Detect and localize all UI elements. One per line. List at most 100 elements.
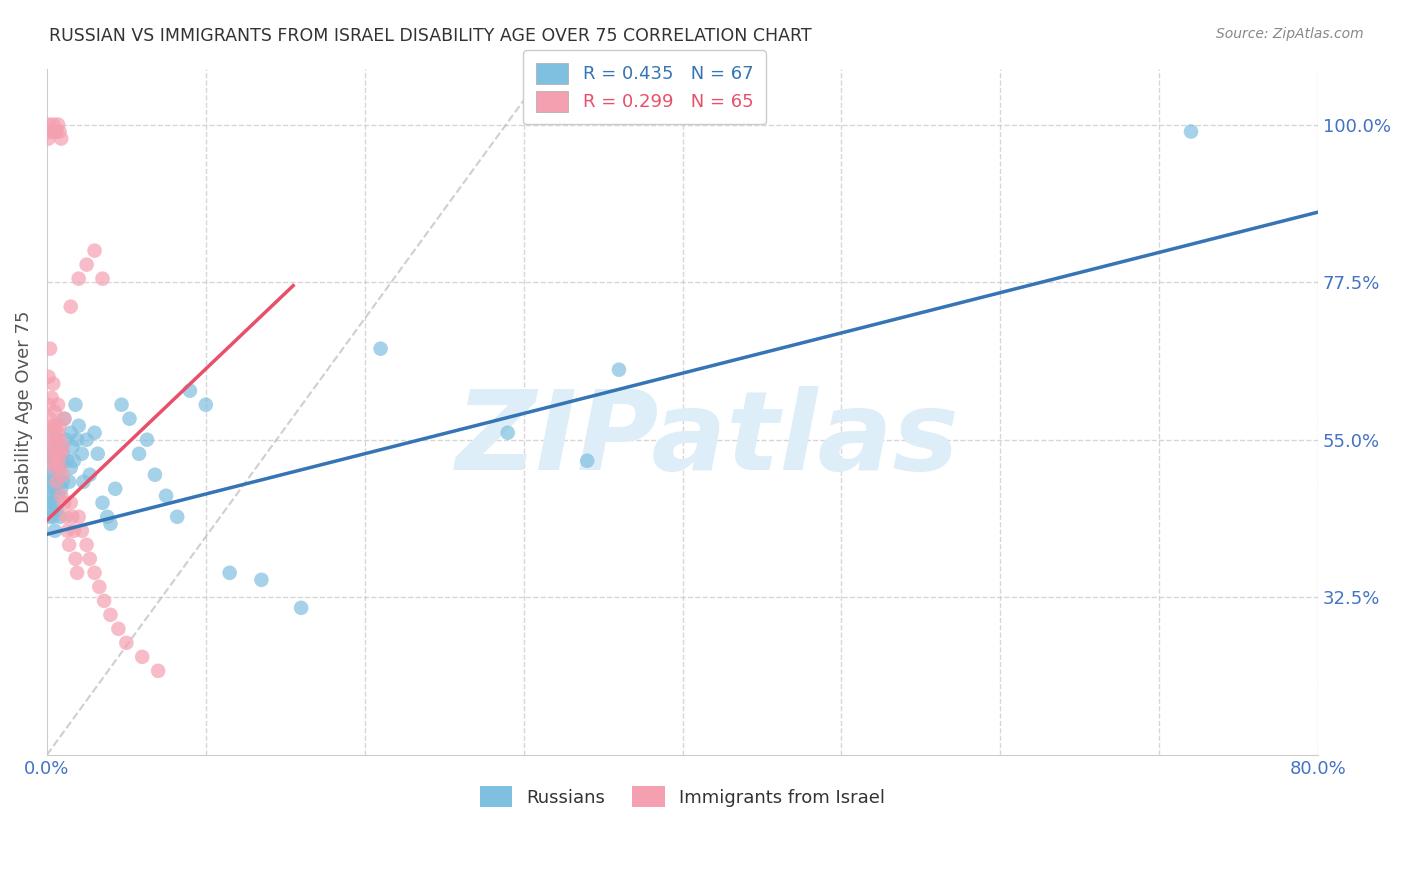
Point [44, 124, 66, 138]
Point [41, 454, 63, 468]
Text: ZIPatlas: ZIPatlas [456, 385, 960, 492]
Point [46, 460, 69, 475]
Point [59, 425, 82, 440]
Point [44, 418, 66, 433]
Point [45, 124, 67, 138]
Point [41, 447, 63, 461]
Point [83, 425, 105, 440]
Point [48, 467, 70, 482]
Point [115, 636, 138, 650]
Point [45, 447, 67, 461]
Point [67, 509, 90, 524]
Point [70, 447, 93, 461]
Point [41, 502, 63, 516]
Point [60, 509, 83, 524]
Point [42, 496, 65, 510]
Point [65, 551, 87, 566]
Point [59, 460, 82, 475]
Point [91, 271, 114, 285]
Point [65, 398, 87, 412]
Point [370, 342, 392, 356]
Point [37, 131, 59, 145]
Point [55, 509, 77, 524]
Point [58, 475, 80, 489]
Point [1180, 124, 1202, 138]
Point [128, 447, 150, 461]
Point [52, 475, 75, 489]
Point [290, 600, 312, 615]
Point [110, 398, 132, 412]
Point [607, 362, 630, 376]
Point [51, 447, 73, 461]
Point [70, 524, 93, 538]
Point [39, 482, 62, 496]
Point [155, 489, 177, 503]
Point [93, 594, 115, 608]
Point [39, 342, 62, 356]
Point [41, 124, 63, 138]
Point [58, 538, 80, 552]
Point [42, 467, 65, 482]
Point [104, 482, 127, 496]
Point [250, 573, 273, 587]
Point [60, 440, 83, 454]
Point [42, 509, 65, 524]
Point [42, 418, 65, 433]
Point [42, 447, 65, 461]
Point [76, 538, 98, 552]
Point [45, 433, 67, 447]
Point [48, 124, 70, 138]
Point [41, 475, 63, 489]
Point [46, 118, 69, 132]
Point [166, 509, 188, 524]
Point [37, 425, 59, 440]
Point [37, 467, 59, 482]
Point [100, 607, 122, 622]
Point [53, 496, 76, 510]
Point [46, 398, 69, 412]
Point [39, 411, 62, 425]
Point [89, 580, 111, 594]
Point [48, 440, 70, 454]
Point [107, 622, 129, 636]
Point [46, 425, 69, 440]
Legend: Russians, Immigrants from Israel: Russians, Immigrants from Israel [472, 780, 893, 814]
Point [56, 524, 79, 538]
Point [66, 433, 89, 447]
Point [100, 516, 122, 531]
Point [39, 509, 62, 524]
Point [72, 475, 94, 489]
Point [55, 433, 77, 447]
Point [45, 475, 67, 489]
Point [39, 124, 62, 138]
Point [44, 454, 66, 468]
Point [67, 271, 90, 285]
Point [67, 418, 90, 433]
Point [48, 433, 70, 447]
Point [496, 425, 519, 440]
Point [37, 398, 59, 412]
Point [37, 369, 59, 384]
Point [53, 411, 76, 425]
Point [48, 460, 70, 475]
Point [79, 467, 101, 482]
Point [46, 454, 69, 468]
Point [146, 664, 169, 678]
Point [44, 524, 66, 538]
Point [39, 440, 62, 454]
Point [51, 482, 73, 496]
Point [179, 384, 201, 398]
Point [118, 411, 141, 425]
Point [83, 244, 105, 258]
Point [45, 502, 67, 516]
Point [37, 496, 59, 510]
Point [59, 496, 82, 510]
Point [87, 447, 110, 461]
Point [63, 524, 86, 538]
Point [48, 509, 70, 524]
Point [51, 131, 73, 145]
Point [45, 475, 67, 489]
Point [52, 467, 75, 482]
Y-axis label: Disability Age Over 75: Disability Age Over 75 [15, 310, 32, 513]
Point [56, 454, 79, 468]
